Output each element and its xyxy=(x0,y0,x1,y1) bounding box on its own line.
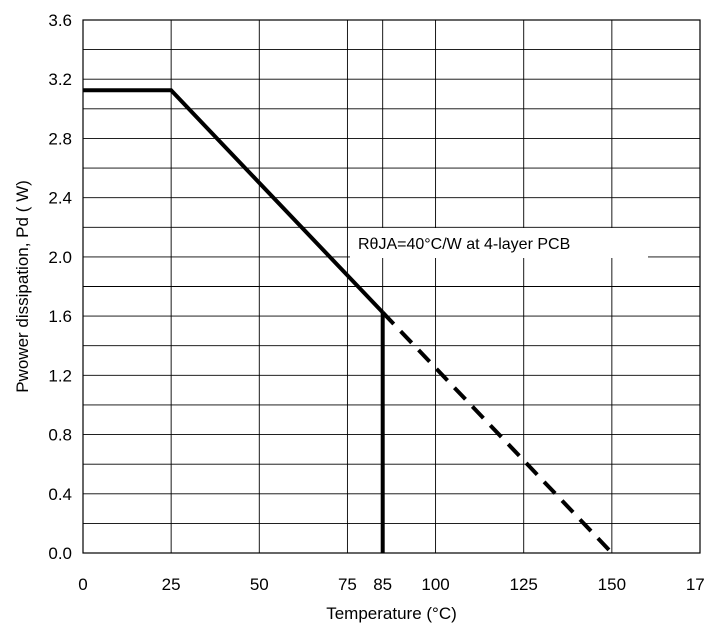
x-tick-label: 85 xyxy=(373,575,392,594)
x-tick-label: 75 xyxy=(338,575,357,594)
x-tick-label: 25 xyxy=(162,575,181,594)
y-axis-title: Pwower dissipation, Pd ( W) xyxy=(13,180,32,393)
x-tick-label: 50 xyxy=(250,575,269,594)
y-tick-label: 0.4 xyxy=(48,485,72,504)
y-tick-label: 1.6 xyxy=(48,307,72,326)
x-tick-label: 0 xyxy=(78,575,87,594)
annotation-text: RθJA=40°C/W at 4-layer PCB xyxy=(358,236,570,253)
x-tick-label: 125 xyxy=(510,575,538,594)
y-axis-ticks: 0.0 0.4 0.8 1.2 1.6 2.0 2.4 2.8 3.2 3.6 xyxy=(48,11,72,563)
y-tick-label: 3.2 xyxy=(48,70,72,89)
grid-lines xyxy=(83,20,700,553)
y-tick-label: 2.4 xyxy=(48,189,72,208)
series-line-solid xyxy=(83,88,385,314)
y-tick-label: 1.2 xyxy=(48,366,72,385)
y-tick-label: 3.6 xyxy=(48,11,72,30)
series-line-dashed xyxy=(381,311,614,555)
series-layer xyxy=(83,88,614,555)
y-tick-label: 2.0 xyxy=(48,248,72,267)
y-tick-label: 2.8 xyxy=(48,129,72,148)
x-axis-title: Temperature (°C) xyxy=(326,604,457,623)
x-tick-label: 100 xyxy=(421,575,449,594)
x-tick-label: 150 xyxy=(598,575,626,594)
plot-frame xyxy=(82,19,701,554)
x-axis-ticks: 0 25 50 75 85 100 125 150 175 xyxy=(78,575,705,594)
x-tick-label: 175 xyxy=(686,575,705,594)
y-tick-label: 0.0 xyxy=(48,544,72,563)
annotation-background xyxy=(350,228,648,258)
y-tick-label: 0.8 xyxy=(48,426,72,445)
